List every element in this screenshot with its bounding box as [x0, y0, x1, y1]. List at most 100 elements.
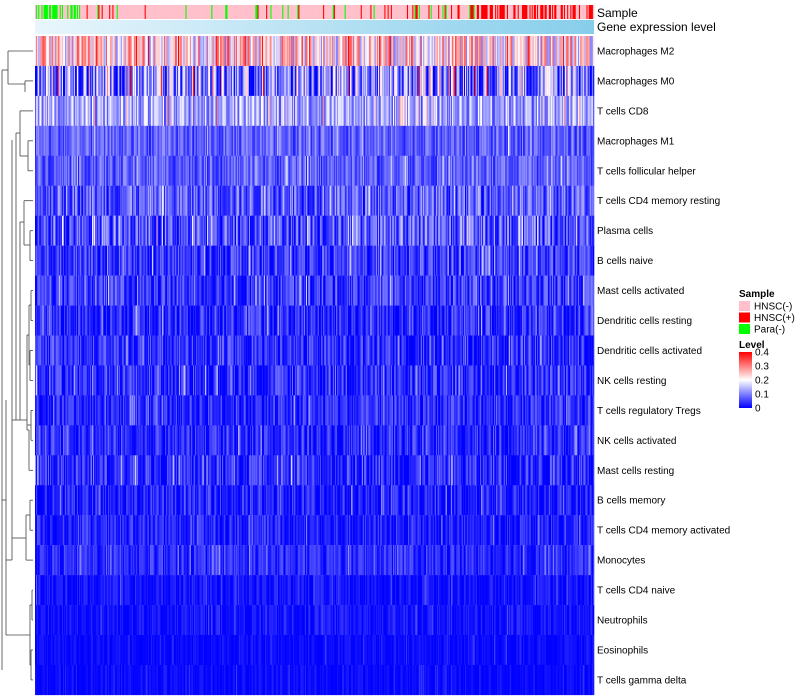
heatmap-cell	[428, 155, 430, 186]
heatmap-cell	[87, 185, 90, 216]
heatmap-cell	[265, 185, 267, 216]
heatmap-cell	[152, 36, 154, 67]
sample-annotation-cell	[231, 5, 234, 19]
heatmap-cell	[492, 125, 495, 156]
heatmap-cell	[452, 95, 454, 127]
heatmap-cell	[405, 125, 408, 156]
heatmap-cell	[119, 65, 122, 97]
heatmap-cell	[126, 185, 128, 216]
heatmap-cell	[91, 36, 94, 67]
heatmap-cell	[564, 125, 567, 156]
heatmap-cell	[442, 36, 444, 67]
heatmap-cell	[208, 65, 210, 97]
sample-annotation-cell	[197, 5, 199, 19]
heatmap-cell	[532, 185, 535, 216]
heatmap-cell	[456, 125, 458, 156]
heatmap-cell	[558, 95, 560, 127]
heatmap-cell	[64, 36, 66, 67]
heatmap-cell	[70, 95, 72, 127]
heatmap-cell	[398, 185, 400, 216]
heatmap-cell	[504, 95, 507, 127]
heatmap-cell	[483, 185, 485, 216]
heatmap-cell	[124, 125, 126, 156]
heatmap-cell	[413, 36, 415, 67]
heatmap-cell	[520, 125, 523, 156]
heatmap-cell	[216, 215, 219, 246]
heatmap-cell	[147, 215, 150, 246]
heatmap-cell	[334, 185, 337, 216]
heatmap-cell	[380, 185, 382, 216]
sample-annotation-cell	[199, 5, 201, 19]
heatmap-cell	[95, 185, 97, 216]
heatmap-cell	[244, 185, 247, 216]
sample-annotation-cell	[268, 5, 270, 19]
heatmap-cell	[404, 95, 407, 127]
heatmap-cell	[356, 125, 358, 156]
heatmap-cell	[342, 185, 344, 216]
heatmap-cell	[410, 125, 412, 156]
heatmap-cell	[363, 65, 366, 97]
heatmap-cell	[166, 155, 168, 186]
heatmap-cell	[567, 65, 569, 97]
heatmap-cell	[170, 36, 172, 67]
heatmap-cell	[146, 95, 149, 127]
heatmap-cell	[66, 95, 68, 127]
heatmap-cell	[526, 185, 528, 216]
heatmap-cell	[366, 65, 368, 97]
heatmap-cell	[39, 65, 41, 97]
heatmap-cell	[296, 155, 298, 186]
heatmap-cell	[76, 95, 79, 127]
heatmap-cell	[171, 215, 173, 246]
heatmap-cell	[172, 215, 174, 246]
heatmap-cell	[119, 215, 122, 246]
heatmap-cell	[548, 36, 551, 67]
heatmap-cell	[332, 36, 335, 67]
heatmap-cell	[125, 95, 127, 127]
heatmap-cell	[212, 185, 214, 216]
sample-annotation-cell	[324, 5, 326, 19]
heatmap-cell	[189, 95, 192, 127]
heatmap-cell	[426, 155, 428, 186]
heatmap-cell	[130, 95, 133, 127]
heatmap-cell	[561, 125, 564, 156]
heatmap-cell	[243, 36, 245, 67]
heatmap-cell	[552, 65, 554, 97]
sample-annotation-cell	[234, 5, 237, 19]
heatmap-cell	[187, 155, 190, 186]
heatmap-cell	[466, 185, 468, 216]
heatmap-cell	[516, 155, 518, 186]
heatmap-cell	[509, 65, 511, 97]
heatmap-cell	[70, 125, 72, 156]
heatmap-cell	[367, 65, 369, 97]
heatmap-cell	[334, 95, 337, 127]
heatmap-cell	[538, 125, 540, 156]
heatmap-cell	[352, 155, 354, 186]
heatmap-cell	[557, 95, 559, 127]
heatmap-cell	[267, 155, 269, 186]
heatmap-cell	[86, 215, 88, 246]
heatmap-cell	[162, 125, 165, 156]
heatmap-cell	[490, 125, 493, 156]
heatmap-cell	[483, 36, 485, 67]
heatmap-cell	[429, 36, 431, 67]
heatmap-cell	[356, 36, 358, 67]
heatmap-cell	[125, 65, 127, 97]
sample-annotation-cell	[72, 5, 75, 19]
heatmap-cell	[142, 95, 144, 127]
heatmap-cell	[97, 155, 99, 186]
heatmap-cell	[472, 95, 474, 127]
heatmap-row	[35, 65, 595, 97]
heatmap-cell	[423, 125, 425, 156]
heatmap-cell	[223, 215, 225, 246]
heatmap-cell	[315, 155, 317, 186]
heatmap-cell	[296, 36, 298, 67]
heatmap-cell	[157, 95, 159, 127]
heatmap-cell	[352, 65, 354, 97]
sample-annotation-cell	[168, 5, 170, 19]
sample-annotation-cell	[245, 5, 248, 19]
sample-annotation-cell	[586, 5, 588, 19]
sample-annotation-cell	[159, 5, 162, 19]
heatmap-cell	[165, 95, 167, 127]
heatmap-cell	[123, 125, 125, 156]
heatmap-cell	[177, 185, 180, 216]
